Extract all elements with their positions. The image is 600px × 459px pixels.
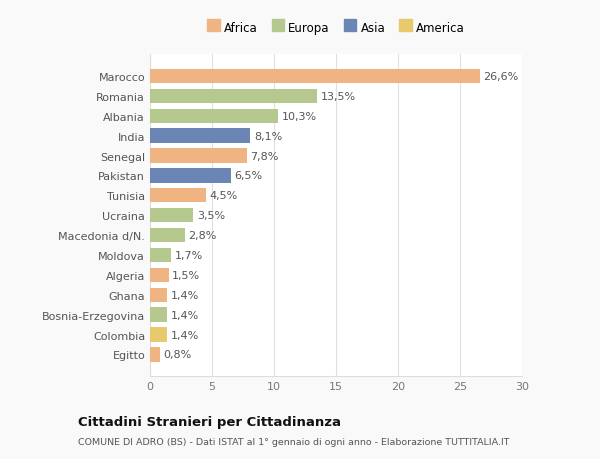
Bar [150, 347, 160, 362]
Text: 4,5%: 4,5% [209, 191, 238, 201]
Text: 1,4%: 1,4% [171, 330, 199, 340]
Legend: Africa, Europa, Asia, America: Africa, Europa, Asia, America [205, 19, 467, 37]
Text: 1,5%: 1,5% [172, 270, 200, 280]
Text: 1,4%: 1,4% [171, 310, 199, 320]
Bar [150, 308, 167, 322]
Bar [150, 229, 185, 243]
Bar [150, 189, 206, 203]
Bar [150, 288, 167, 302]
Bar [150, 328, 167, 342]
Text: 26,6%: 26,6% [484, 72, 519, 82]
Text: 13,5%: 13,5% [321, 92, 356, 101]
Bar [150, 149, 247, 163]
Text: 1,4%: 1,4% [171, 290, 199, 300]
Bar [150, 90, 317, 104]
Text: 8,1%: 8,1% [254, 131, 283, 141]
Bar [150, 208, 193, 223]
Text: 10,3%: 10,3% [281, 112, 317, 122]
Text: 3,5%: 3,5% [197, 211, 225, 221]
Text: 2,8%: 2,8% [188, 230, 217, 241]
Text: 0,8%: 0,8% [164, 350, 192, 359]
Text: 1,7%: 1,7% [175, 251, 203, 260]
Bar [150, 129, 250, 144]
Text: 7,8%: 7,8% [250, 151, 279, 161]
Bar [150, 248, 171, 263]
Bar [150, 268, 169, 282]
Bar [150, 109, 278, 123]
Text: Cittadini Stranieri per Cittadinanza: Cittadini Stranieri per Cittadinanza [78, 415, 341, 428]
Text: 6,5%: 6,5% [235, 171, 262, 181]
Bar [150, 169, 230, 183]
Bar [150, 70, 480, 84]
Text: COMUNE DI ADRO (BS) - Dati ISTAT al 1° gennaio di ogni anno - Elaborazione TUTTI: COMUNE DI ADRO (BS) - Dati ISTAT al 1° g… [78, 437, 509, 446]
